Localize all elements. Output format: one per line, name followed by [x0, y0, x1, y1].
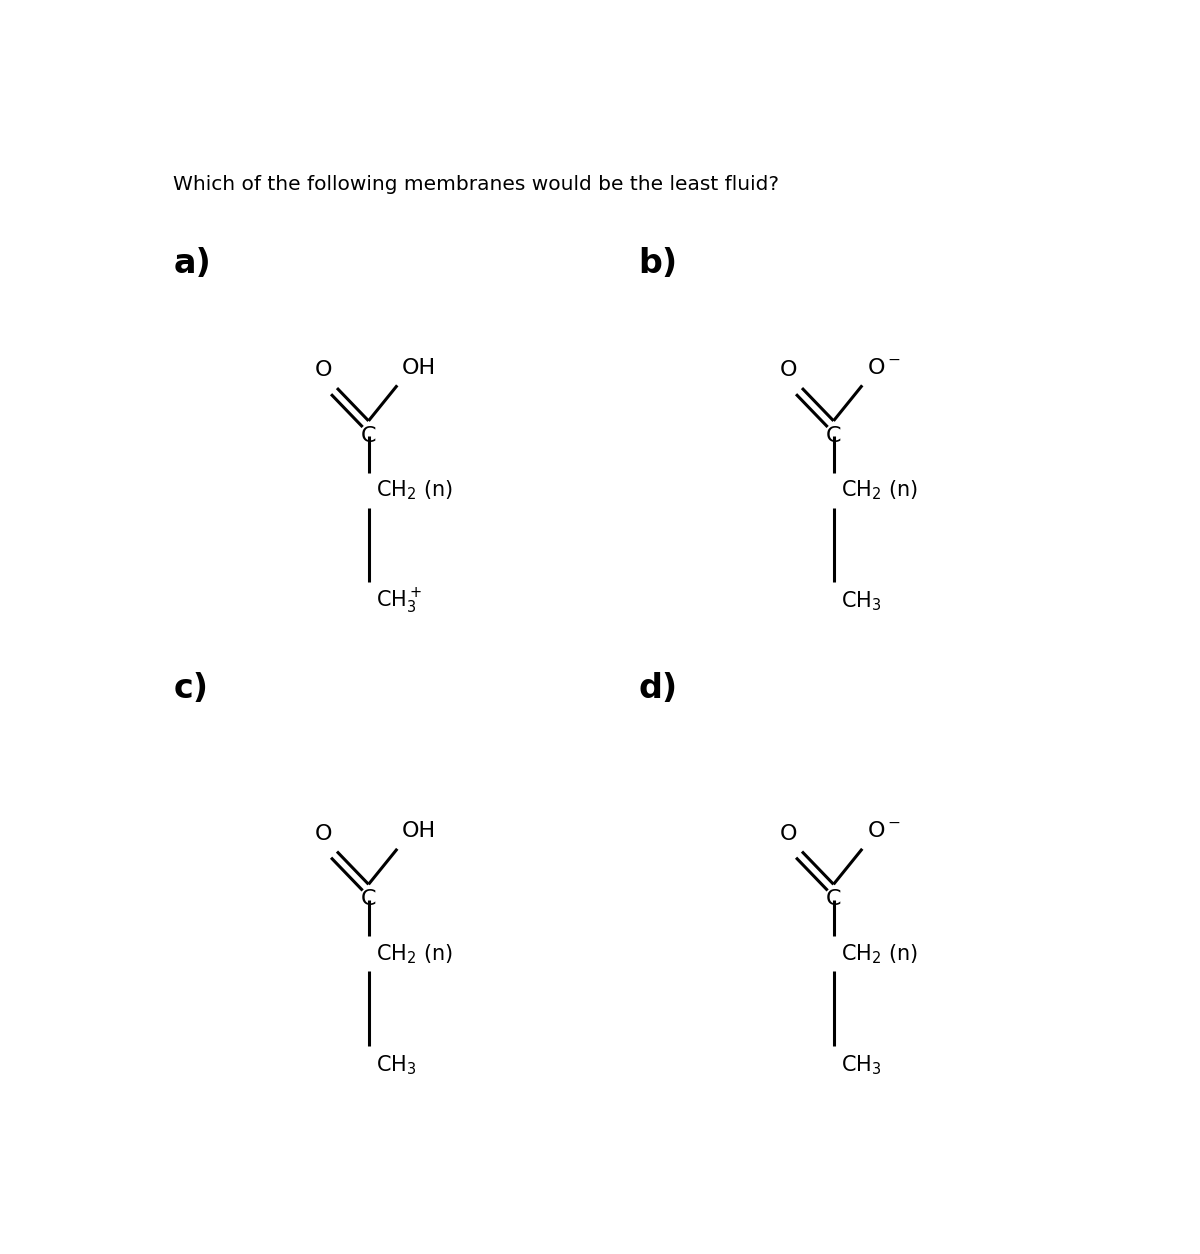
Text: a): a) [173, 247, 211, 280]
Text: O: O [314, 360, 332, 380]
Text: CH$_3$: CH$_3$ [841, 1053, 882, 1077]
Text: CH$_3$: CH$_3$ [841, 589, 882, 613]
Text: OH: OH [402, 357, 436, 377]
Text: C: C [826, 425, 841, 445]
Text: CH$_2$ (n): CH$_2$ (n) [841, 942, 918, 966]
Text: d): d) [638, 672, 677, 705]
Text: CH$_3$: CH$_3$ [376, 1053, 416, 1077]
Text: O: O [780, 824, 797, 844]
Text: O$^-$: O$^-$ [866, 821, 901, 841]
Text: O$^-$: O$^-$ [866, 357, 901, 377]
Text: b): b) [638, 247, 677, 280]
Text: C: C [361, 425, 377, 445]
Text: C: C [826, 889, 841, 909]
Text: CH$_2$ (n): CH$_2$ (n) [376, 942, 452, 966]
Text: OH: OH [402, 821, 436, 841]
Text: CH$_3^+$: CH$_3^+$ [376, 587, 422, 616]
Text: c): c) [173, 672, 209, 705]
Text: O: O [314, 824, 332, 844]
Text: C: C [361, 889, 377, 909]
Text: O: O [780, 360, 797, 380]
Text: Which of the following membranes would be the least fluid?: Which of the following membranes would b… [173, 174, 779, 193]
Text: CH$_2$ (n): CH$_2$ (n) [376, 479, 452, 502]
Text: CH$_2$ (n): CH$_2$ (n) [841, 479, 918, 502]
